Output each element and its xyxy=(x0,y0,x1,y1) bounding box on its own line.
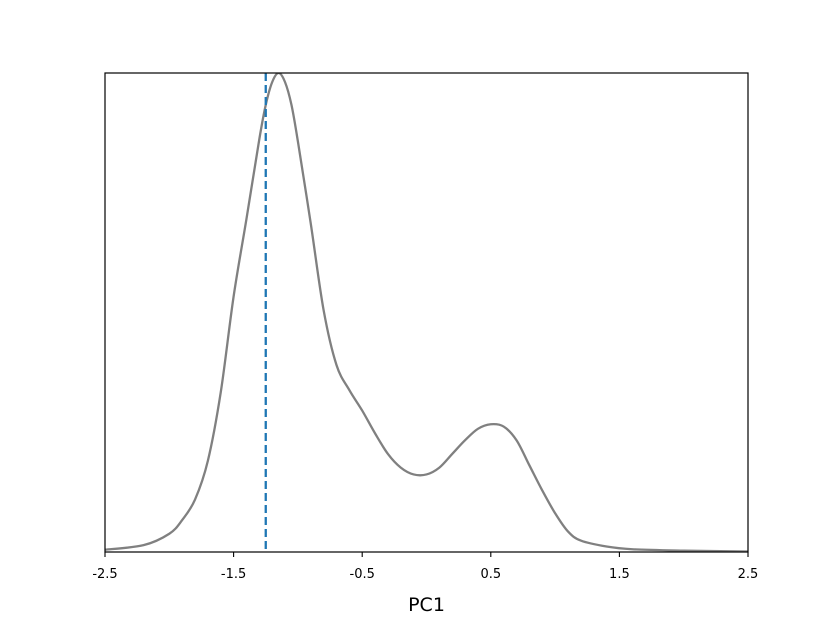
x-tick-label: -0.5 xyxy=(350,567,375,582)
x-tick-label: 1.5 xyxy=(609,567,630,582)
plot-frame xyxy=(104,72,749,553)
x-tick-label: 0.5 xyxy=(480,567,501,582)
x-tick-label: -2.5 xyxy=(92,567,117,582)
plot-border xyxy=(104,72,749,553)
x-tick-label: 2.5 xyxy=(738,567,759,582)
plot-layer xyxy=(105,73,748,552)
x-axis-title: PC1 xyxy=(408,594,445,616)
x-axis-ticks: -2.5 -1.5 -0.5 0.5 1.5 2.5 xyxy=(92,552,758,582)
density-curve-0 xyxy=(105,73,748,552)
x-tick-label: -1.5 xyxy=(221,567,246,582)
